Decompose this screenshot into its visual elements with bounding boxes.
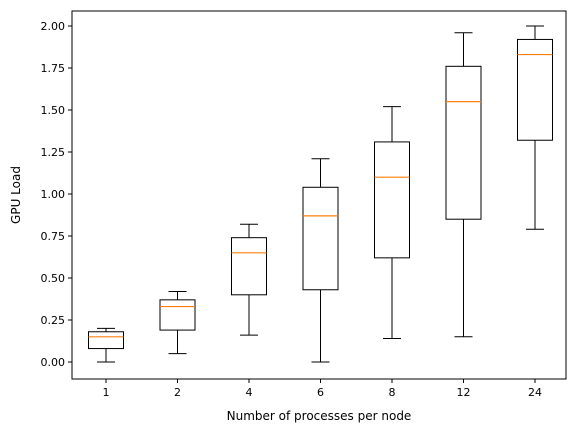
box-4 [231, 223, 267, 336]
box-2 [159, 290, 196, 355]
y-tick-label: 0.75 [41, 230, 66, 243]
box-24 [517, 25, 553, 230]
plot-area [72, 11, 566, 379]
y-tick-label: 1.00 [41, 188, 66, 201]
x-tick-label: 2 [174, 386, 181, 399]
iqr-box [159, 299, 196, 331]
y-tick-label: 0.50 [41, 272, 66, 285]
y-tick-label: 1.50 [41, 104, 66, 117]
y-tick-label: 0.25 [41, 314, 66, 327]
box-12 [445, 32, 482, 338]
boxes-layer [88, 25, 553, 363]
x-tick-label: 6 [317, 386, 324, 399]
y-tick-label: 1.75 [41, 62, 66, 75]
box-8 [374, 106, 410, 339]
x-tick-label: 12 [457, 386, 471, 399]
x-tick-label: 1 [103, 386, 110, 399]
x-tick-label: 8 [389, 386, 396, 399]
iqr-box [231, 237, 267, 296]
y-tick-label: 2.00 [41, 20, 66, 33]
box-6 [302, 158, 339, 363]
x-axis: 1 2 4 6 8 12 24 [103, 379, 542, 399]
iqr-box [88, 331, 124, 350]
iqr-box [445, 65, 482, 220]
y-tick-label: 0.00 [41, 356, 66, 369]
y-tick-label: 1.25 [41, 146, 66, 159]
plot-frame [71, 10, 567, 380]
box-1 [88, 327, 124, 363]
y-axis-label: GPU Load [9, 166, 23, 224]
x-tick-label: 24 [528, 386, 542, 399]
x-axis-label: Number of processes per node [227, 409, 412, 423]
x-tick-label: 4 [246, 386, 253, 399]
y-axis: 0.00 0.25 0.50 0.75 1.00 1.25 1.50 1.75 2.00 [41, 20, 72, 369]
iqr-box [374, 141, 410, 259]
iqr-box [302, 186, 339, 291]
iqr-box [517, 38, 553, 141]
